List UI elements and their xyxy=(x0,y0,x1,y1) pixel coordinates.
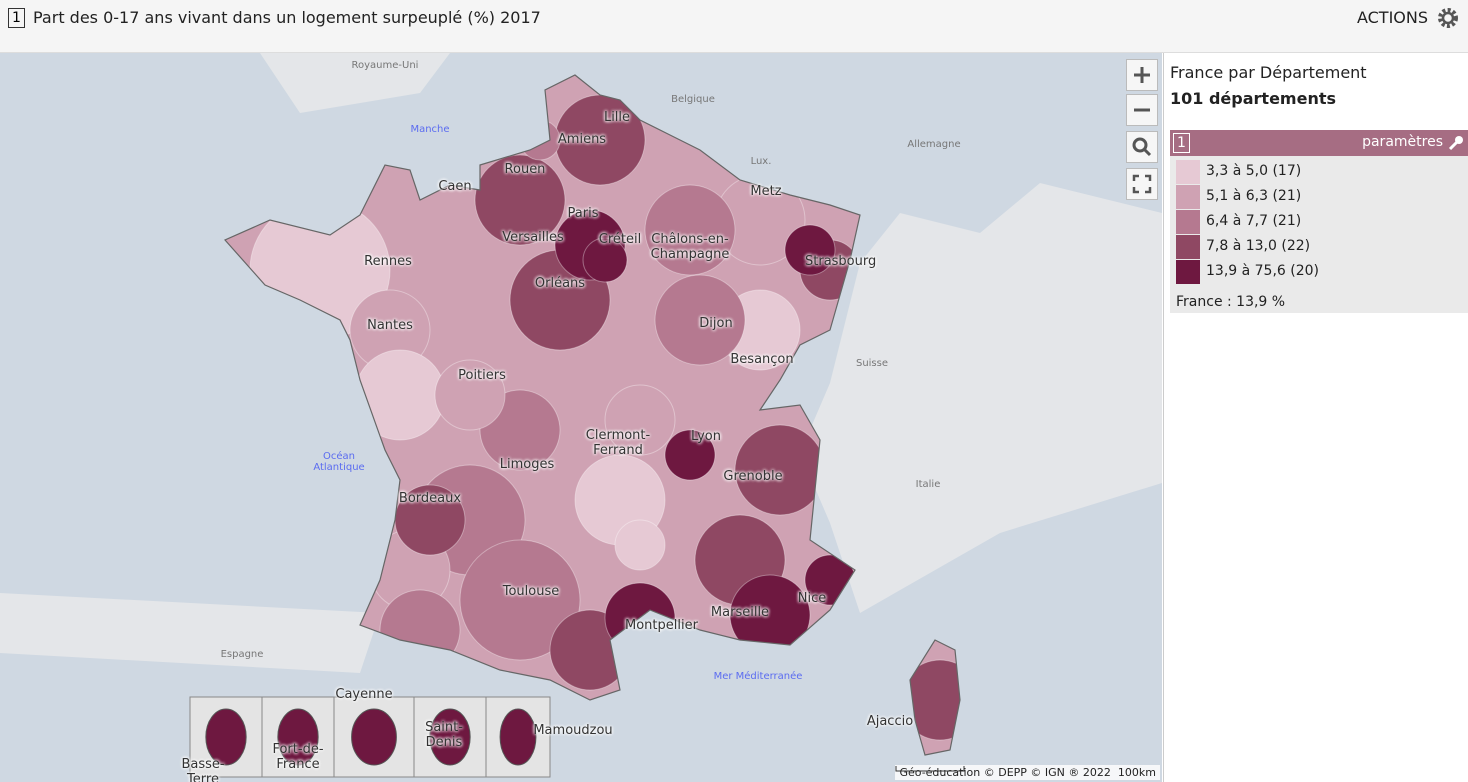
city-label: Caen xyxy=(438,179,472,194)
city-label: Paris xyxy=(567,206,599,221)
france-value: France : 13,9 % xyxy=(1176,294,1286,310)
country-label: Espagne xyxy=(220,649,264,660)
city-label: Rouen xyxy=(504,162,546,177)
scale-text: 100km xyxy=(1117,766,1156,779)
attribution-text: Géo-éducation © DEPP © IGN ® 2022 xyxy=(899,766,1111,779)
city-label: Strasbourg xyxy=(805,254,877,269)
settings-button[interactable]: paramètres xyxy=(1362,134,1443,150)
fullscreen[interactable] xyxy=(1126,168,1158,200)
country-label: Suisse xyxy=(855,358,889,369)
gear-icon[interactable] xyxy=(1436,6,1460,30)
legend-swatch xyxy=(1176,260,1200,284)
city-label: Metz xyxy=(750,184,782,199)
panel-count: 101 départements xyxy=(1170,89,1336,108)
zoom-out[interactable] xyxy=(1126,94,1158,126)
city-label: Versailles xyxy=(502,230,564,245)
search[interactable] xyxy=(1126,131,1158,163)
inset-label: Cayenne xyxy=(335,687,393,702)
city-label: Marseille xyxy=(710,605,770,620)
city-label: Châlons-en-Champagne xyxy=(650,232,730,262)
department xyxy=(784,224,836,276)
city-label: Créteil xyxy=(598,232,642,247)
legend-swatch xyxy=(1176,235,1200,259)
legend-swatch xyxy=(1176,210,1200,234)
country-label: Royaume-Uni xyxy=(351,60,419,71)
city-label: Bordeaux xyxy=(398,491,462,506)
side-panel: France par Département 101 départements … xyxy=(1163,53,1468,782)
city-label: Grenoble xyxy=(723,469,783,484)
department xyxy=(582,237,628,283)
zoom-in[interactable] xyxy=(1126,59,1158,91)
legend-swatch xyxy=(1176,185,1200,209)
header-title: Part des 0-17 ans vivant dans un logemen… xyxy=(33,8,541,27)
city-label: Poitiers xyxy=(458,368,506,383)
department xyxy=(434,359,506,431)
department xyxy=(474,154,566,246)
map[interactable]: Géo-éducation © DEPP © IGN ® 2022 100km … xyxy=(0,53,1162,782)
inset-label: Mamoudzou xyxy=(533,723,613,738)
land xyxy=(0,53,1162,673)
city-label: Orléans xyxy=(534,276,586,291)
city-label: Toulouse xyxy=(502,584,560,599)
city-label: Dijon xyxy=(699,316,733,331)
city-label: Besançon xyxy=(730,352,794,367)
city-label: Ajaccio xyxy=(866,714,914,729)
inset-label: Saint-Denis xyxy=(425,720,463,750)
country-label: Belgique xyxy=(671,94,715,105)
department xyxy=(644,184,736,276)
city-label: Amiens xyxy=(557,132,607,147)
department xyxy=(664,429,716,481)
legend-label: 7,8 à 13,0 (22) xyxy=(1206,238,1311,254)
inset-territory xyxy=(351,708,397,766)
department xyxy=(459,539,581,661)
legend-label: 3,3 à 5,0 (17) xyxy=(1206,163,1302,179)
legend-label: 13,9 à 75,6 (20) xyxy=(1206,263,1320,279)
border xyxy=(909,639,961,756)
legend-label: 6,4 à 7,7 (21) xyxy=(1206,213,1302,229)
legend: France : 13,9 % 3,3 à 5,0 (17) 5,1 à 6,3 … xyxy=(1170,156,1468,313)
inset-territory xyxy=(429,708,471,766)
panel-title: France par Département xyxy=(1170,63,1367,82)
header-index: 1 xyxy=(8,8,25,28)
department xyxy=(604,384,676,456)
inset-territory xyxy=(205,708,247,766)
city-label: Lille xyxy=(603,110,631,125)
map-canvas xyxy=(0,53,1162,778)
sea-label: Manche xyxy=(410,124,450,135)
country-label: Allemagne xyxy=(907,139,961,150)
city-label: Nice xyxy=(797,591,827,606)
sea-label: Océan Atlantique xyxy=(313,451,365,473)
country-label: Lux. xyxy=(750,156,772,167)
city-label: Rennes xyxy=(364,254,412,269)
inset-label: Fort-de-France xyxy=(272,742,324,772)
inset-label: Basse-Terre xyxy=(181,757,225,782)
border xyxy=(224,74,861,701)
department xyxy=(614,519,666,571)
department xyxy=(379,589,461,671)
wrench-icon[interactable] xyxy=(1448,135,1464,151)
department xyxy=(354,349,446,441)
layer-header: 1 paramètres xyxy=(1170,130,1468,156)
city-label: Lyon xyxy=(691,429,721,444)
actions-button[interactable]: ACTIONS xyxy=(1356,8,1428,27)
legend-label: 5,1 à 6,3 (21) xyxy=(1206,188,1302,204)
city-label: Clermont-Ferrand xyxy=(585,428,651,458)
layer-index: 1 xyxy=(1173,133,1190,153)
header: 1 Part des 0-17 ans vivant dans un logem… xyxy=(0,0,1468,53)
department xyxy=(654,274,746,366)
inset-territory xyxy=(499,708,537,766)
city-label: Limoges xyxy=(499,457,555,472)
city-label: Nantes xyxy=(367,318,413,333)
attribution: Géo-éducation © DEPP © IGN ® 2022 100km xyxy=(895,765,1160,780)
country-label: Italie xyxy=(915,479,941,490)
legend-swatch xyxy=(1176,160,1200,184)
inset-territory xyxy=(277,708,319,766)
land xyxy=(0,53,450,113)
city-label: Montpellier xyxy=(625,618,698,633)
sea-label: Mer Méditerranée xyxy=(713,671,803,682)
